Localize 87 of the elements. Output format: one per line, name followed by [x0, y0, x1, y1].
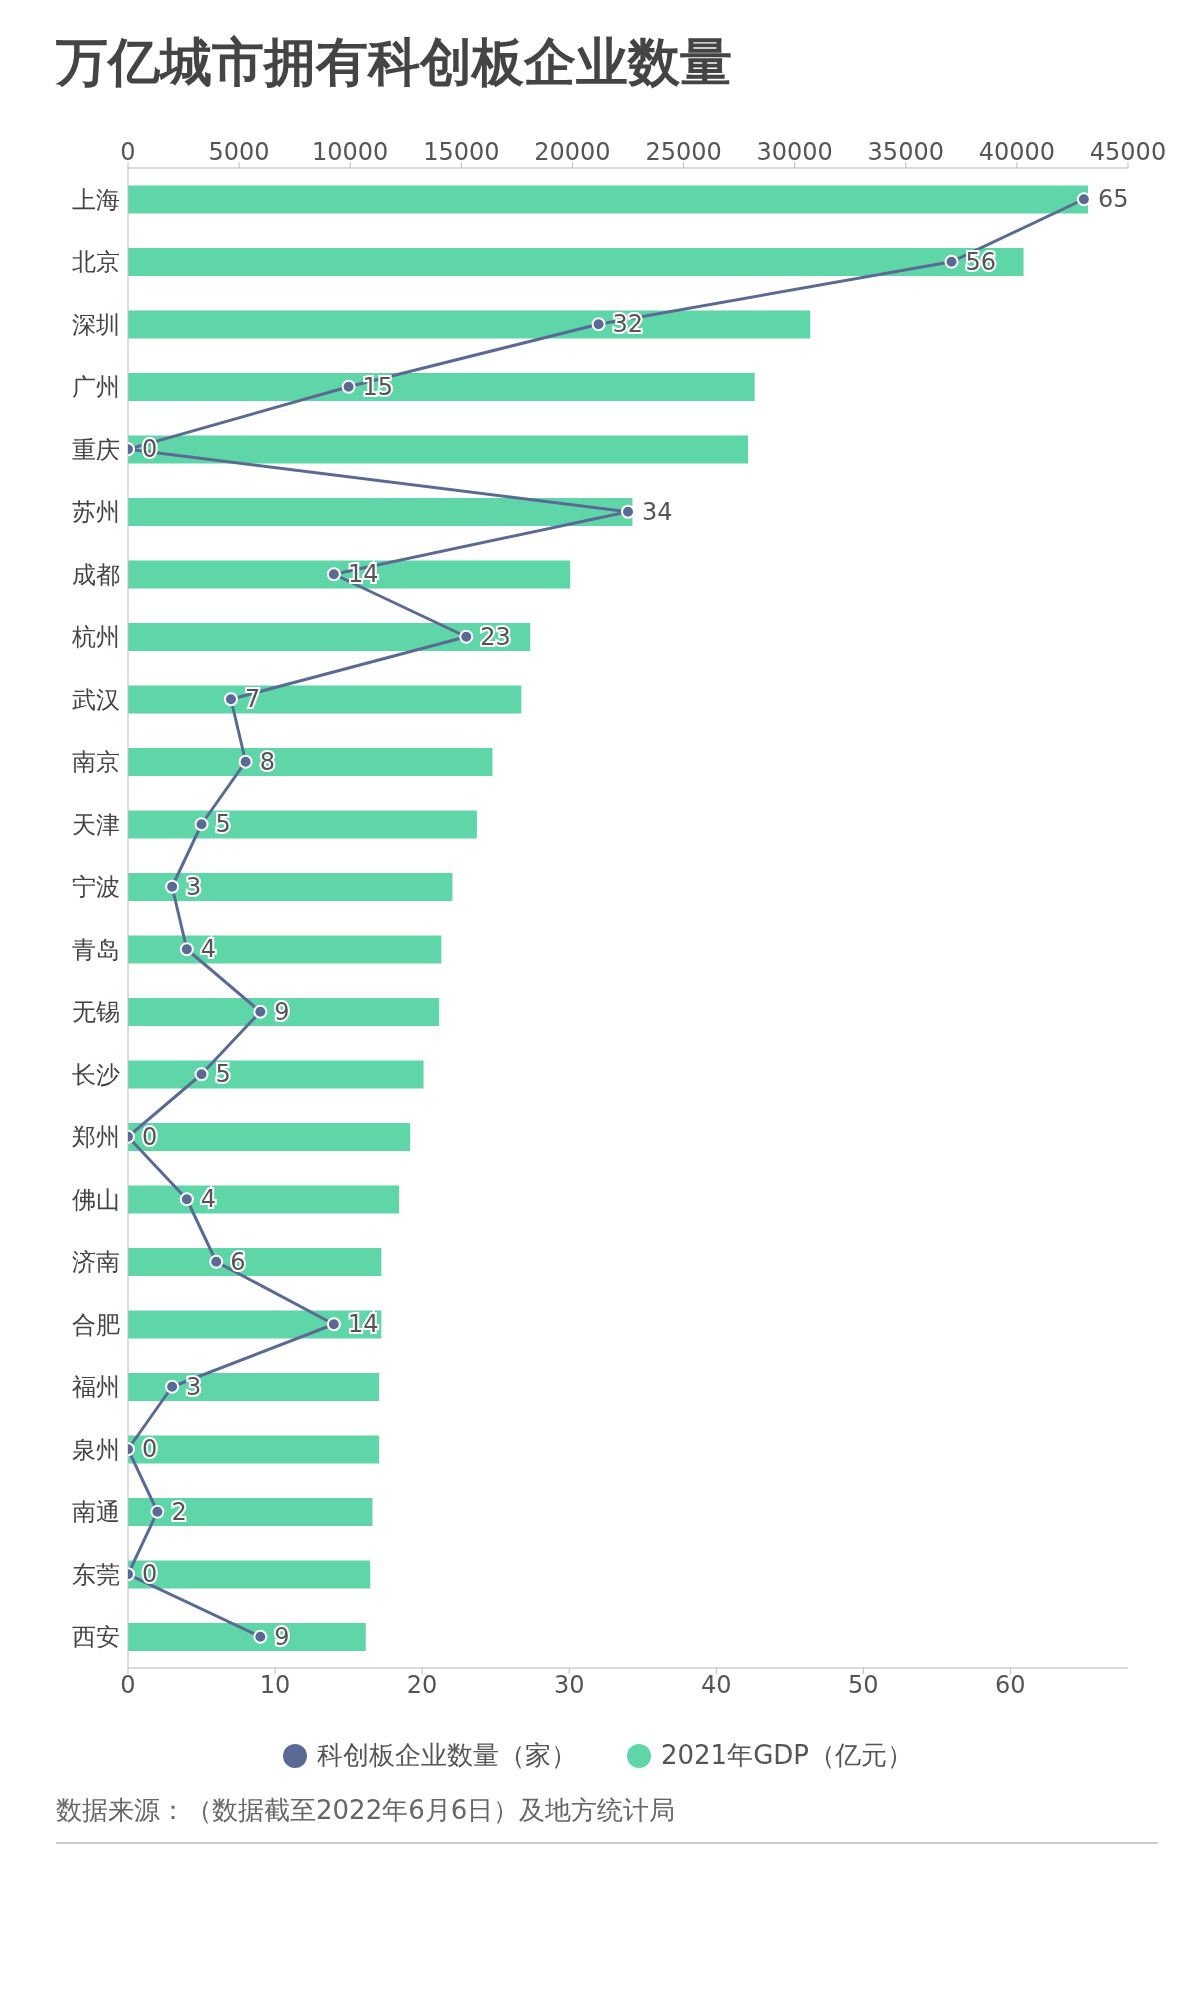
y-tick-label: 南通 — [72, 1498, 120, 1527]
legend-label: 2021年GDP（亿元） — [660, 1739, 913, 1772]
y-tick-label: 苏州 — [72, 498, 120, 527]
data-label: 9 — [274, 997, 290, 1026]
point — [194, 817, 209, 832]
data-label: 3 — [186, 1372, 202, 1401]
y-tick-label: 宁波 — [72, 873, 120, 902]
x2-tick-label: 30000 — [756, 138, 833, 166]
y-tick-label: 长沙 — [72, 1060, 120, 1089]
data-label: 9 — [274, 1622, 290, 1651]
y-tick-label: 合肥 — [72, 1310, 120, 1339]
chart-title: 万亿城市拥有科创板企业数量 — [56, 31, 733, 94]
point — [253, 1629, 268, 1644]
x2-tick-label: 35000 — [867, 138, 944, 166]
data-label: 5 — [215, 810, 231, 839]
data-label: 0 — [142, 1122, 158, 1151]
data-label: 56 — [965, 247, 997, 276]
data-label: 4 — [200, 935, 217, 964]
x-tick-label: 60 — [995, 1671, 1026, 1700]
y-tick-label: 东莞 — [72, 1560, 120, 1589]
point — [165, 879, 180, 894]
point — [1076, 192, 1091, 207]
x2-tick-label: 45000 — [1089, 138, 1167, 166]
x-tick-label: 20 — [406, 1671, 438, 1700]
y-tick-label: 重庆 — [72, 435, 120, 464]
point — [326, 1317, 341, 1332]
x2-tick-label: 25000 — [645, 138, 722, 166]
y-tick-label: 佛山 — [72, 1185, 120, 1214]
y-tick-label: 郑州 — [72, 1123, 120, 1152]
data-label: 6 — [230, 1247, 246, 1276]
data-label: 14 — [347, 1310, 379, 1339]
point — [326, 567, 341, 582]
y-tick-label: 无锡 — [72, 998, 120, 1027]
point — [179, 1192, 194, 1207]
x2-tick-label: 10000 — [312, 138, 389, 166]
y-tick-label: 武汉 — [72, 685, 120, 714]
data-label: 15 — [362, 372, 394, 401]
y-tick-label: 南京 — [72, 748, 120, 777]
y-tick-label: 济南 — [72, 1248, 120, 1277]
x2-tick-label: 20000 — [534, 138, 611, 166]
legend-label: 科创板企业数量（家） — [316, 1739, 577, 1772]
y-tick-label: 福州 — [72, 1373, 120, 1402]
point — [223, 692, 238, 707]
point — [944, 254, 959, 269]
x-tick-label: 50 — [848, 1671, 879, 1700]
point — [194, 1067, 209, 1082]
y-tick-label: 泉州 — [72, 1435, 120, 1464]
point — [165, 1379, 180, 1394]
x-tick-label: 10 — [259, 1671, 291, 1700]
point — [253, 1004, 268, 1019]
x-tick-label: 0 — [120, 1671, 136, 1700]
data-label: 34 — [642, 497, 673, 526]
point — [621, 504, 635, 519]
y-tick-label: 青岛 — [72, 935, 120, 964]
source-note: 数据来源：（数据截至2022年6月6日）及地方统计局 — [56, 1793, 1158, 1844]
data-label: 7 — [244, 685, 261, 714]
data-label: 23 — [480, 622, 511, 651]
x2-tick-label: 5000 — [208, 138, 270, 166]
point — [179, 942, 194, 957]
data-label: 3 — [186, 872, 202, 901]
data-label: 5 — [215, 1060, 231, 1089]
point — [209, 1254, 224, 1269]
data-label: 65 — [1097, 185, 1129, 214]
y-tick-label: 深圳 — [72, 310, 120, 339]
point — [238, 754, 253, 769]
x-tick-label: 40 — [700, 1671, 732, 1700]
data-label: 2 — [171, 1497, 187, 1526]
data-label: 0 — [142, 1435, 158, 1464]
point — [341, 379, 356, 394]
y-tick-label: 天津 — [72, 810, 120, 839]
y-tick-label: 北京 — [72, 248, 120, 277]
data-label: 14 — [347, 560, 379, 589]
y-tick-label: 西安 — [72, 1623, 120, 1652]
data-label: 8 — [259, 747, 275, 776]
x2-tick-label: 0 — [120, 138, 136, 166]
point — [459, 629, 474, 644]
data-label: 4 — [200, 1185, 217, 1214]
y-tick-label: 成都 — [72, 560, 120, 589]
y-tick-label: 上海 — [72, 185, 120, 214]
x2-tick-label: 40000 — [978, 138, 1056, 166]
x-tick-label: 30 — [553, 1671, 585, 1700]
data-label: 0 — [142, 1560, 158, 1589]
y-tick-label: 杭州 — [71, 623, 120, 652]
x2-tick-label: 15000 — [423, 138, 500, 166]
point — [591, 317, 606, 332]
point — [150, 1504, 165, 1519]
y-tick-label: 广州 — [72, 373, 120, 402]
